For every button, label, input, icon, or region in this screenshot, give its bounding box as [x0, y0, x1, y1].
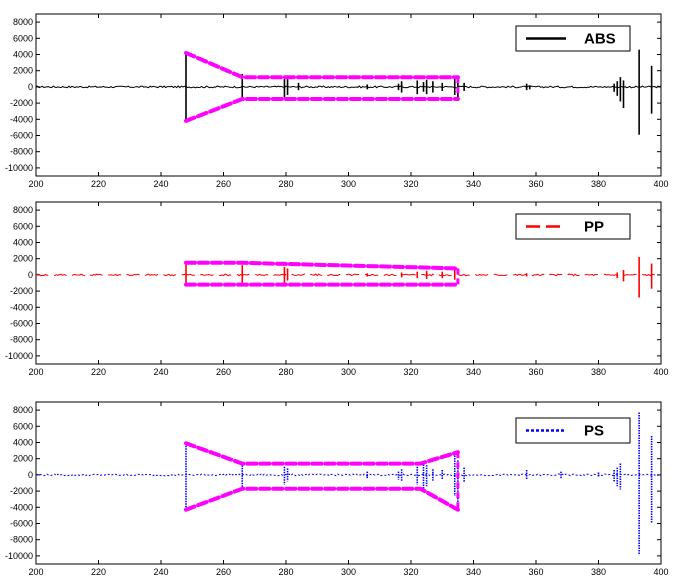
x-tick-label: 300 — [341, 367, 356, 377]
x-tick-label: 240 — [153, 179, 168, 189]
x-tick-label: 320 — [403, 367, 418, 377]
y-tick-label: -4000 — [10, 502, 33, 512]
y-tick-label: 8000 — [13, 405, 33, 415]
x-tick-label: 240 — [153, 567, 168, 577]
x-tick-label: 220 — [91, 367, 106, 377]
legend-label: ABS — [584, 31, 616, 48]
x-tick-label: 380 — [591, 367, 606, 377]
x-tick-label: 380 — [591, 567, 606, 577]
annotation-lower-outline — [184, 486, 460, 512]
annotation-lower-outline — [184, 97, 460, 123]
x-tick-label: 260 — [216, 367, 231, 377]
legend-label: PS — [584, 423, 604, 440]
y-tick-label: 8000 — [13, 205, 33, 215]
x-tick-label: 220 — [91, 567, 106, 577]
chart-panel-2: 200 220 240 260 280 300 320 340 360 380 400 8000 600… — [5, 201, 669, 377]
legend-box — [515, 417, 631, 444]
y-tick-label: 6000 — [13, 421, 33, 431]
annotation-upper-outline — [184, 50, 460, 80]
chart-panel-3: 200 220 240 260 280 300 320 340 360 380 400 8000 600… — [5, 401, 669, 577]
y-tick-label: 4000 — [13, 438, 33, 448]
x-tick-label: 300 — [341, 179, 356, 189]
signal-baseline — [35, 273, 662, 277]
y-tick-label: -6000 — [10, 319, 33, 329]
x-tick-label: 300 — [341, 567, 356, 577]
y-tick-label: 0 — [28, 470, 33, 480]
x-tick-label: 360 — [528, 179, 543, 189]
y-tick-label: -2000 — [10, 286, 33, 296]
y-tick-label: -10000 — [5, 351, 33, 361]
y-tick-label: -4000 — [10, 302, 33, 312]
x-tick-label: 200 — [28, 567, 43, 577]
legend-label: PP — [584, 219, 604, 236]
y-tick-label: -10000 — [5, 163, 33, 173]
annotation-upper-outline — [184, 260, 460, 271]
y-tick-label: 2000 — [13, 254, 33, 264]
y-tick-label: 0 — [28, 82, 33, 92]
x-tick-label: 320 — [403, 567, 418, 577]
y-tick-label: 2000 — [13, 66, 33, 76]
x-tick-label: 280 — [278, 179, 293, 189]
y-tick-label: -6000 — [10, 131, 33, 141]
x-tick-label: 260 — [216, 179, 231, 189]
y-tick-label: 8000 — [13, 17, 33, 27]
y-tick-label: 6000 — [13, 221, 33, 231]
x-tick-label: 380 — [591, 179, 606, 189]
annotation-upper-outline — [184, 441, 460, 466]
y-tick-label: -8000 — [10, 335, 33, 345]
y-tick-label: 0 — [28, 270, 33, 280]
y-tick-label: -8000 — [10, 535, 33, 545]
x-tick-label: 240 — [153, 367, 168, 377]
signal-baseline — [35, 473, 661, 477]
y-tick-label: -8000 — [10, 147, 33, 157]
y-tick-label: 6000 — [13, 33, 33, 43]
x-tick-label: 340 — [466, 567, 481, 577]
x-tick-label: 400 — [653, 567, 668, 577]
x-tick-label: 340 — [466, 179, 481, 189]
y-tick-label: -10000 — [5, 551, 33, 561]
x-tick-label: 280 — [278, 367, 293, 377]
y-tick-label: 4000 — [13, 238, 33, 248]
x-tick-label: 360 — [528, 367, 543, 377]
x-tick-label: 400 — [653, 367, 668, 377]
y-tick-label: 4000 — [13, 50, 33, 60]
x-tick-label: 200 — [28, 179, 43, 189]
x-tick-label: 200 — [28, 367, 43, 377]
x-tick-label: 280 — [278, 567, 293, 577]
x-tick-label: 360 — [528, 567, 543, 577]
x-tick-label: 320 — [403, 179, 418, 189]
y-tick-label: -4000 — [10, 114, 33, 124]
x-tick-label: 220 — [91, 179, 106, 189]
y-tick-label: -2000 — [10, 98, 33, 108]
x-tick-label: 400 — [653, 179, 668, 189]
chart-panel-1: 200 220 240 260 280 300 320 340 360 380 400 8000 600… — [5, 13, 669, 189]
y-tick-label: -6000 — [10, 519, 33, 529]
x-tick-label: 340 — [466, 367, 481, 377]
signal-baseline — [36, 85, 662, 89]
y-tick-label: 2000 — [13, 454, 33, 464]
y-tick-label: -2000 — [10, 486, 33, 496]
x-tick-label: 260 — [216, 567, 231, 577]
